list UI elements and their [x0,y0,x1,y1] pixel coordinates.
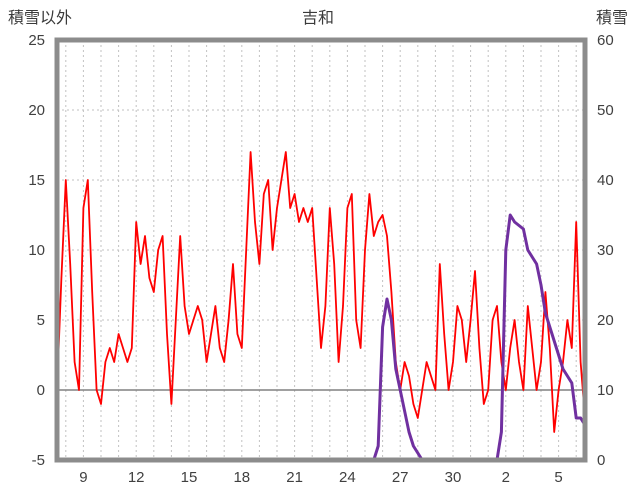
svg-text:10: 10 [597,382,614,399]
plot-frame [54,37,588,463]
svg-text:0: 0 [597,452,605,469]
svg-text:24: 24 [339,469,356,486]
svg-text:27: 27 [392,469,409,486]
svg-text:5: 5 [37,312,45,329]
svg-text:15: 15 [181,469,198,486]
svg-text:12: 12 [128,469,145,486]
svg-text:60: 60 [597,32,614,49]
chart-title: 吉和 [301,10,335,27]
svg-text:25: 25 [28,32,45,49]
svg-text:30: 30 [597,242,614,259]
svg-text:9: 9 [79,469,87,486]
svg-text:18: 18 [233,469,250,486]
svg-text:0: 0 [37,382,45,399]
svg-text:10: 10 [28,242,45,259]
svg-text:20: 20 [28,102,45,119]
left-axis-title: 積雪以外 [8,10,73,27]
svg-text:21: 21 [286,469,303,486]
svg-text:20: 20 [597,312,614,329]
right-axis-title: 積雪 [595,10,628,27]
non-snow-line [56,151,586,433]
svg-text:5: 5 [554,469,562,486]
svg-text:-5: -5 [32,452,45,469]
svg-text:2: 2 [502,469,510,486]
svg-text:40: 40 [597,172,614,189]
svg-text:30: 30 [445,469,462,486]
svg-text:15: 15 [28,172,45,189]
svg-text:50: 50 [597,102,614,119]
